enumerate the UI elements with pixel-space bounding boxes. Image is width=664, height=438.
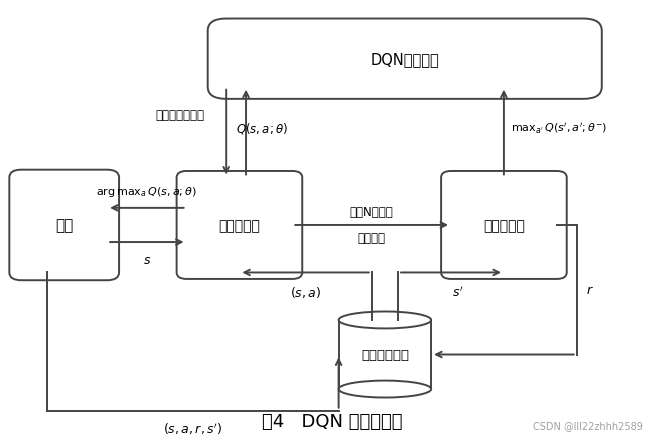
FancyBboxPatch shape xyxy=(208,19,602,99)
Text: $Q(s,a;\theta)$: $Q(s,a;\theta)$ xyxy=(236,121,289,136)
FancyBboxPatch shape xyxy=(177,172,302,279)
FancyBboxPatch shape xyxy=(441,172,567,279)
Text: $\mathrm{max}_{a^{\prime}}\,Q(s^{\prime},a^{\prime};\theta^{-})$: $\mathrm{max}_{a^{\prime}}\,Q(s^{\prime}… xyxy=(511,121,607,136)
Text: 回放记忆单元: 回放记忆单元 xyxy=(361,348,409,361)
Text: 误差函数的梯度: 误差函数的梯度 xyxy=(155,109,205,122)
Text: $s$: $s$ xyxy=(143,253,151,266)
Text: 拷贝参数: 拷贝参数 xyxy=(358,232,386,245)
Text: 每隔N时间步: 每隔N时间步 xyxy=(350,206,394,219)
Text: 当前值网络: 当前值网络 xyxy=(218,219,260,233)
Text: $(s,a)$: $(s,a)$ xyxy=(290,285,321,300)
Ellipse shape xyxy=(339,312,431,328)
Text: $\mathrm{arg\,max}_a\,Q(s,a;\theta)$: $\mathrm{arg\,max}_a\,Q(s,a;\theta)$ xyxy=(96,184,197,198)
Ellipse shape xyxy=(339,381,431,398)
Text: $(s,a,r,s')$: $(s,a,r,s')$ xyxy=(163,420,222,436)
Text: 目标值网络: 目标值网络 xyxy=(483,219,525,233)
Text: 图4   DQN 的训练流程: 图4 DQN 的训练流程 xyxy=(262,413,402,431)
Text: DQN误差函数: DQN误差函数 xyxy=(371,52,439,67)
Bar xyxy=(339,320,431,389)
Text: $r$: $r$ xyxy=(586,283,594,297)
Text: 环境: 环境 xyxy=(55,218,73,233)
Text: CSDN @lll22zhhh2589: CSDN @lll22zhhh2589 xyxy=(533,420,643,430)
Text: $s'$: $s'$ xyxy=(452,285,463,300)
FancyBboxPatch shape xyxy=(9,170,119,281)
